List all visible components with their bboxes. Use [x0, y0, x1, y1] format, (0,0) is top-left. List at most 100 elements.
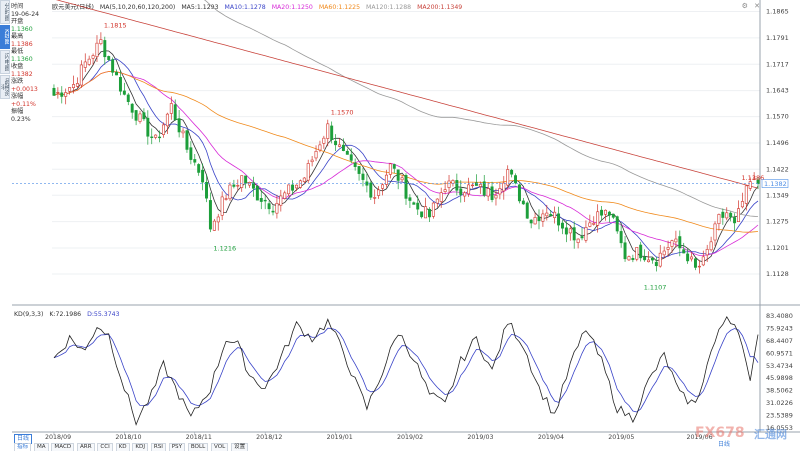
indicator-tab[interactable]: 指标 — [14, 443, 32, 451]
candle — [584, 220, 588, 243]
candle — [533, 212, 537, 225]
indicator-tab[interactable]: CCI — [97, 443, 113, 451]
candle-body — [298, 180, 302, 188]
candle — [639, 241, 643, 262]
indicator-tab[interactable]: VOL — [210, 443, 229, 451]
candle-body — [596, 211, 600, 226]
tab-flash-chart[interactable]: 闪电图 — [0, 50, 10, 74]
candle — [338, 138, 341, 148]
candle-body — [295, 184, 298, 189]
candle-body — [486, 188, 490, 197]
candle-body — [733, 217, 737, 224]
candle-body — [208, 200, 212, 230]
indicator-tab[interactable]: PSY — [168, 443, 186, 451]
candle — [482, 174, 486, 198]
candle — [52, 84, 56, 97]
candle — [68, 87, 72, 95]
info-value: 1.1382 — [11, 70, 33, 78]
candle — [181, 128, 185, 138]
candle — [647, 251, 650, 263]
x-tick-label: 2019/04 — [538, 434, 564, 441]
x-tick-label: 2019/03 — [467, 434, 493, 441]
candle-body — [478, 184, 482, 187]
candle-body — [506, 169, 510, 186]
candle — [208, 192, 212, 233]
candle — [568, 225, 572, 241]
candle — [99, 32, 103, 46]
candle — [56, 87, 60, 99]
kd-k-line — [53, 315, 759, 426]
tab-time-chart[interactable]: 分时图 — [0, 0, 10, 24]
kd-tick-label: 38.5062 — [766, 387, 793, 395]
price-annotation: 1.1570 — [331, 109, 354, 117]
candle — [173, 99, 177, 121]
price-tick-label: 1.1422 — [766, 165, 789, 173]
candle — [111, 57, 115, 76]
candle — [717, 213, 721, 231]
candle — [748, 177, 752, 191]
candle-body — [111, 59, 115, 73]
candle — [334, 134, 338, 151]
ma-line-ma20 — [53, 71, 759, 256]
candle-body — [459, 188, 463, 195]
candle-body — [189, 147, 193, 160]
candle — [357, 166, 361, 181]
x-tick-label: 2019/06 — [686, 434, 712, 441]
candle-body — [95, 42, 99, 57]
candle-body — [697, 265, 701, 268]
candle — [83, 53, 87, 73]
candle-body — [220, 196, 224, 216]
indicator-tab[interactable]: ARR — [76, 443, 95, 451]
candle-body — [471, 184, 474, 187]
watermark-logo-cn: 汇通网 — [754, 428, 787, 441]
candle — [686, 248, 690, 264]
candle — [525, 201, 529, 219]
x-tick-label: 2019/01 — [327, 434, 353, 441]
candle-body — [169, 103, 173, 114]
candle-body — [384, 174, 388, 185]
candle-body — [353, 162, 357, 167]
kd-tick-label: 60.9571 — [766, 349, 793, 357]
indicator-tab[interactable]: 设置 — [231, 443, 249, 451]
close-icon[interactable]: ✕ — [754, 2, 760, 10]
candle — [674, 230, 678, 248]
kd-tick-label: 75.9243 — [766, 324, 793, 332]
price-annotation: 1.1815 — [104, 21, 127, 29]
candle-body — [330, 125, 334, 140]
candle — [721, 208, 725, 225]
candle — [631, 254, 635, 263]
indicator-tab[interactable]: MACD — [51, 443, 75, 451]
tab-candlestick-chart[interactable]: K线图 — [0, 25, 10, 49]
info-label: 涨幅 — [11, 93, 24, 100]
ma-line-ma200 — [55, 0, 759, 189]
candle-body — [150, 136, 154, 138]
candle-body — [400, 177, 404, 181]
indicator-tab[interactable]: RSI — [150, 443, 166, 451]
indicator-tab[interactable]: KD — [115, 443, 130, 451]
candle-body — [267, 203, 271, 210]
candle — [431, 201, 435, 219]
candle — [130, 103, 134, 119]
info-value: 1.1360 — [11, 25, 33, 33]
candle-body — [283, 192, 287, 199]
candle — [545, 204, 549, 221]
candle-body — [439, 192, 443, 202]
candle-body — [341, 144, 345, 151]
candle-body — [705, 249, 709, 256]
candle-body — [580, 236, 584, 239]
candle — [122, 82, 126, 96]
candle-body — [666, 247, 670, 250]
candle-body — [68, 87, 72, 92]
candle — [138, 110, 142, 124]
indicator-tab[interactable]: BOLL — [187, 443, 209, 451]
settings-icon[interactable]: ⚙ — [741, 2, 748, 10]
indicator-tab[interactable]: KDJ — [132, 443, 149, 451]
kd-tick-label: 53.4734 — [766, 362, 793, 370]
indicator-tab[interactable]: MA — [33, 443, 49, 451]
tab-instrument-info[interactable]: 品种资料 — [0, 75, 10, 99]
candle — [627, 255, 631, 261]
period-tab-right[interactable]: 日线 — [718, 441, 731, 448]
candle — [314, 145, 318, 162]
candle-body — [420, 211, 424, 218]
